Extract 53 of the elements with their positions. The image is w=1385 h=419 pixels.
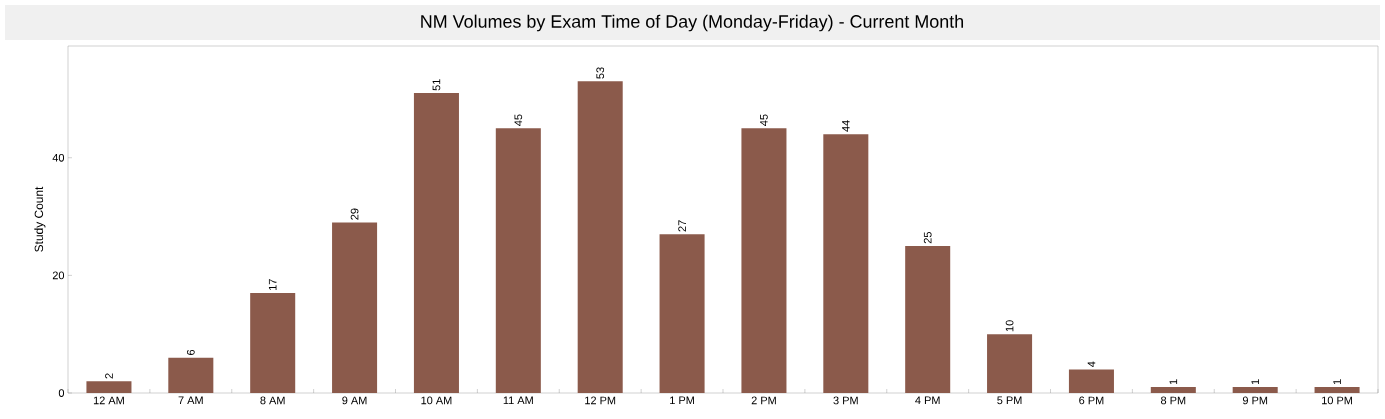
data-label: 1 (1251, 379, 1259, 385)
bar (905, 245, 951, 393)
bar (823, 134, 869, 393)
x-tick-label: 8 AM (260, 396, 285, 405)
bar (659, 234, 705, 393)
bar (1150, 387, 1196, 393)
x-tick-label: 6 PM (1079, 396, 1104, 405)
x-tick-label: 1 PM (670, 396, 694, 405)
chart-title: NM Volumes by Exam Time of Day (Monday-Friday) - Current Month (421, 14, 964, 32)
bar (168, 357, 214, 393)
data-label: 1 (1333, 379, 1341, 385)
x-tick-label: 10 PM (1322, 396, 1352, 405)
data-label: 45 (514, 114, 523, 126)
bar (577, 81, 623, 393)
data-label: 45 (760, 114, 768, 126)
x-tick-label: 7 AM (178, 396, 203, 405)
x-tick-label: 5 PM (997, 396, 1022, 405)
x-tick-label: 11 AM (503, 396, 533, 405)
data-label: 44 (842, 120, 850, 132)
bar (413, 93, 459, 393)
bar (250, 293, 296, 393)
data-label: 4 (1087, 361, 1096, 368)
data-label: 1 (1169, 379, 1178, 385)
data-label: 2 (105, 373, 113, 379)
data-label: 6 (186, 349, 195, 355)
bar (1232, 387, 1278, 393)
y-tick-label: 0 (58, 389, 65, 397)
data-label: 25 (923, 232, 932, 244)
y-axis-title: Study Count (34, 186, 46, 252)
bar (332, 222, 378, 393)
data-label: 10 (1005, 320, 1014, 332)
bar (741, 128, 787, 393)
x-tick-label: 4 PM (915, 396, 940, 405)
x-tick-label: 9 AM (342, 396, 367, 405)
bar (1314, 387, 1360, 393)
y-tick-label: 20 (52, 271, 65, 280)
data-label: 51 (432, 79, 441, 91)
bar (1068, 369, 1114, 393)
x-tick-label: 3 PM (833, 396, 858, 405)
x-tick-label: 2 PM (751, 396, 776, 405)
bar (495, 128, 541, 393)
data-label: 29 (350, 208, 359, 220)
y-tick-label: 40 (52, 153, 65, 162)
bar (987, 334, 1033, 393)
x-tick-label: 8 PM (1161, 396, 1186, 405)
bar (86, 381, 132, 393)
data-label: 53 (596, 67, 605, 79)
data-label: 27 (678, 220, 686, 232)
data-label: 17 (268, 279, 277, 290)
x-tick-label: 10 AM (421, 396, 452, 405)
x-tick-label: 9 PM (1242, 396, 1268, 405)
x-tick-label: 12 AM (93, 396, 124, 405)
x-tick-label: 12 PM (585, 396, 616, 405)
